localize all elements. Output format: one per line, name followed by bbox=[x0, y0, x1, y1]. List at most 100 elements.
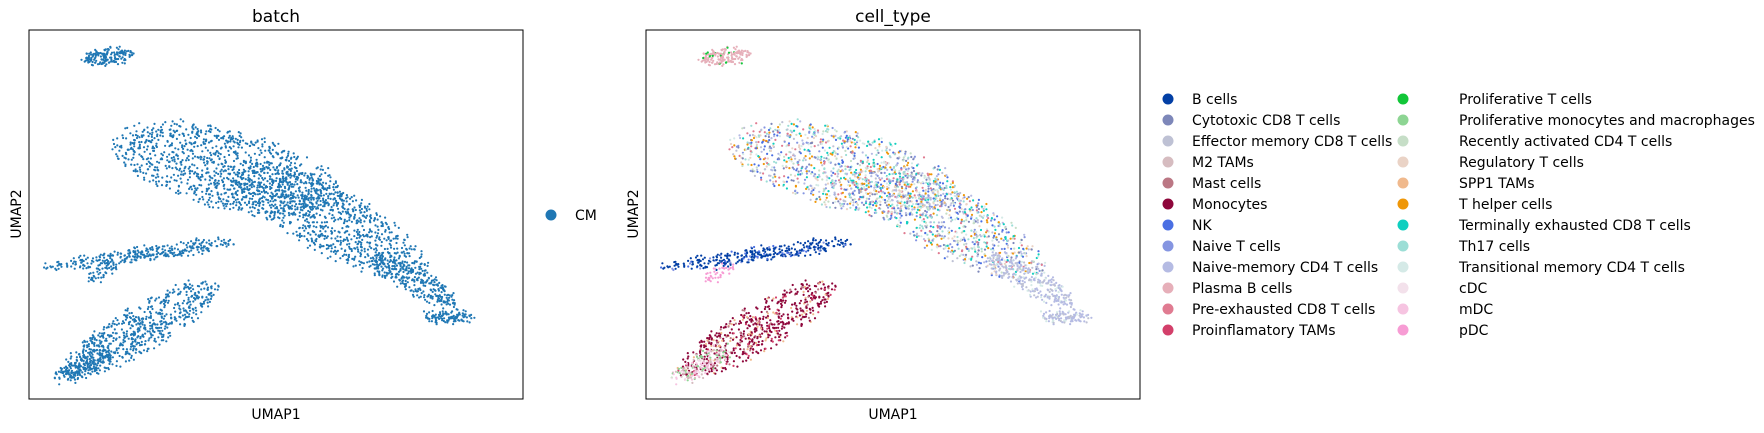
scatter-point bbox=[841, 202, 844, 206]
scatter-point bbox=[298, 172, 301, 175]
scatter-point bbox=[191, 319, 194, 322]
scatter-point bbox=[147, 135, 150, 138]
scatter-point bbox=[90, 58, 93, 61]
scatter-point bbox=[866, 206, 869, 209]
scatter-point bbox=[427, 277, 430, 280]
scatter-point bbox=[809, 123, 812, 126]
scatter-point bbox=[422, 310, 426, 313]
scatter-point bbox=[115, 349, 118, 352]
scatter-point bbox=[255, 171, 258, 174]
scatter-point bbox=[142, 171, 145, 174]
scatter-point bbox=[861, 178, 864, 181]
scatter-point bbox=[166, 301, 170, 304]
scatter-point bbox=[171, 248, 174, 251]
scatter-point bbox=[75, 351, 78, 354]
scatter-point bbox=[140, 134, 143, 137]
scatter-point bbox=[384, 265, 387, 268]
scatter-point bbox=[103, 370, 106, 373]
scatter-point bbox=[295, 169, 299, 173]
scatter-point bbox=[94, 277, 97, 280]
scatter-point bbox=[346, 230, 349, 233]
scatter-point bbox=[398, 255, 401, 258]
scatter-point bbox=[298, 202, 301, 206]
scatter-point bbox=[283, 168, 286, 171]
scatter-point bbox=[378, 273, 381, 276]
scatter-point bbox=[173, 160, 176, 163]
scatter-point bbox=[230, 136, 233, 139]
scatter-point bbox=[155, 130, 158, 133]
scatter-point bbox=[167, 323, 170, 326]
scatter-point bbox=[347, 225, 350, 228]
scatter-point bbox=[96, 344, 99, 347]
scatter-point bbox=[835, 130, 838, 133]
scatter-point bbox=[143, 327, 146, 330]
scatter-point bbox=[74, 374, 77, 377]
scatter-point bbox=[369, 257, 372, 260]
scatter-point bbox=[350, 220, 353, 223]
scatter-point bbox=[286, 166, 289, 169]
scatter-point bbox=[442, 319, 445, 323]
scatter-point bbox=[794, 192, 797, 195]
scatter-point bbox=[836, 153, 839, 156]
scatter-point bbox=[237, 208, 240, 211]
scatter-point bbox=[202, 158, 205, 161]
scatter-point bbox=[259, 197, 262, 200]
scatter-point bbox=[179, 191, 182, 194]
scatter-point bbox=[415, 278, 418, 281]
scatter-point bbox=[827, 190, 830, 193]
scatter-point bbox=[279, 223, 282, 226]
scatter-point bbox=[859, 139, 862, 142]
scatter-point bbox=[289, 197, 292, 200]
scatter-point bbox=[91, 367, 94, 370]
scatter-point bbox=[299, 179, 302, 182]
scatter-point bbox=[770, 122, 773, 125]
scatter-point bbox=[397, 257, 400, 260]
scatter-point bbox=[870, 152, 874, 155]
scatter-point bbox=[111, 272, 114, 275]
scatter-point bbox=[834, 179, 837, 182]
scatter-point bbox=[307, 231, 310, 235]
scatter-point bbox=[915, 164, 919, 167]
scatter-point bbox=[260, 170, 263, 173]
scatter-point bbox=[825, 205, 828, 209]
scatter-point bbox=[447, 313, 450, 316]
scatter-point bbox=[109, 342, 112, 345]
scatter-point bbox=[112, 339, 115, 343]
scatter-point bbox=[816, 155, 819, 158]
scatter-point bbox=[170, 245, 173, 248]
scatter-point bbox=[383, 262, 386, 265]
scatter-point bbox=[187, 298, 190, 301]
scatter-point bbox=[943, 186, 946, 190]
scatter-point bbox=[907, 167, 910, 170]
scatter-point bbox=[300, 234, 303, 238]
scatter-point bbox=[913, 155, 917, 158]
scatter-point bbox=[110, 350, 113, 353]
scatter-point bbox=[123, 254, 126, 257]
scatter-point bbox=[80, 58, 83, 61]
scatter-point bbox=[119, 260, 122, 263]
scatter-point bbox=[209, 130, 212, 134]
scatter-point bbox=[236, 183, 239, 187]
scatter-point bbox=[233, 171, 236, 174]
scatter-point bbox=[114, 56, 117, 59]
scatter-point bbox=[134, 338, 137, 341]
scatter-point bbox=[69, 357, 72, 360]
scatter-point bbox=[213, 170, 216, 173]
scatter-point bbox=[103, 52, 106, 56]
scatter-point bbox=[151, 329, 154, 332]
scatter-point bbox=[110, 56, 113, 59]
scatter-point bbox=[854, 131, 857, 134]
scatter-point bbox=[94, 52, 97, 55]
scatter-point bbox=[89, 51, 92, 54]
scatter-point bbox=[733, 155, 736, 158]
scatter-point bbox=[452, 305, 455, 309]
scatter-point bbox=[720, 59, 723, 62]
scatter-point bbox=[182, 242, 185, 245]
scatter-point bbox=[222, 170, 225, 173]
scatter-point bbox=[834, 206, 837, 209]
scatter-point bbox=[136, 134, 139, 137]
scatter-point bbox=[853, 157, 856, 160]
scatter-point bbox=[762, 162, 765, 166]
scatter-point bbox=[265, 210, 268, 213]
scatter-point bbox=[851, 198, 854, 201]
